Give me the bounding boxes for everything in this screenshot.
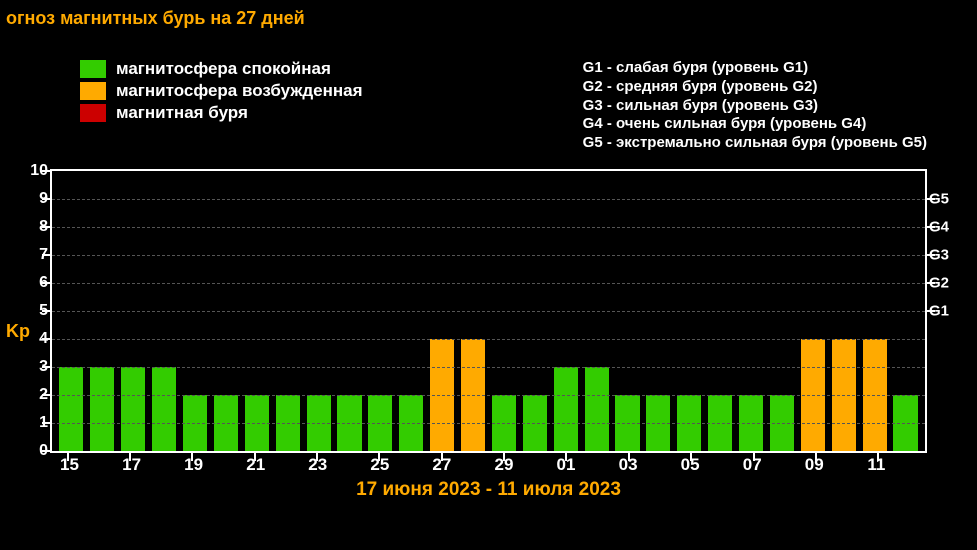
tick-mark bbox=[42, 394, 50, 396]
tick-mark bbox=[441, 453, 443, 461]
x-tick-label bbox=[830, 455, 861, 475]
grid-line bbox=[52, 395, 925, 396]
legend-swatch bbox=[80, 82, 106, 100]
grid-line bbox=[52, 283, 925, 284]
tick-mark bbox=[42, 170, 50, 172]
tick-mark bbox=[42, 366, 50, 368]
storm-level-label: G4 - очень сильная буря (уровень G4) bbox=[583, 115, 927, 134]
tick-mark bbox=[42, 226, 50, 228]
x-tick-label: 21 bbox=[240, 455, 271, 475]
legend-right: G1 - слабая буря (уровень G1)G2 - средня… bbox=[583, 59, 927, 153]
legend-swatch bbox=[80, 104, 106, 122]
storm-level-label: G2 - средняя буря (уровень G2) bbox=[583, 78, 927, 97]
tick-mark bbox=[927, 282, 935, 284]
grid-line bbox=[52, 227, 925, 228]
tick-mark bbox=[378, 453, 380, 461]
legend-item: магнитосфера спокойная bbox=[80, 59, 363, 79]
tick-mark bbox=[690, 453, 692, 461]
plot-area: 012345678910 G1G2G3G4G5 bbox=[50, 169, 927, 453]
x-tick-label bbox=[209, 455, 240, 475]
tick-mark bbox=[927, 198, 935, 200]
tick-mark bbox=[503, 453, 505, 461]
legend-label: магнитосфера спокойная bbox=[116, 59, 331, 79]
bar bbox=[59, 367, 83, 451]
legend-item: магнитная буря bbox=[80, 103, 363, 123]
tick-mark bbox=[42, 422, 50, 424]
grid-line bbox=[52, 255, 925, 256]
x-tick-label bbox=[892, 455, 923, 475]
legend-left: магнитосфера спокойнаямагнитосфера возбу… bbox=[50, 59, 363, 153]
x-tick-label bbox=[768, 455, 799, 475]
tick-mark bbox=[42, 254, 50, 256]
tick-mark bbox=[753, 453, 755, 461]
x-tick-label bbox=[519, 455, 550, 475]
x-tick-label: 17 bbox=[116, 455, 147, 475]
subtitle: 17 июня 2023 - 11 июля 2023 bbox=[50, 479, 927, 501]
tick-mark bbox=[42, 450, 50, 452]
x-tick-label bbox=[644, 455, 675, 475]
bar bbox=[585, 367, 609, 451]
tick-mark bbox=[927, 310, 935, 312]
bar bbox=[90, 367, 114, 451]
bar bbox=[152, 367, 176, 451]
tick-mark bbox=[628, 453, 630, 461]
bar bbox=[554, 367, 578, 451]
tick-mark bbox=[877, 453, 879, 461]
chart: Kp 012345678910 G1G2G3G4G5 1517192123252… bbox=[50, 169, 927, 501]
tick-mark bbox=[565, 453, 567, 461]
tick-mark bbox=[815, 453, 817, 461]
x-tick-label bbox=[333, 455, 364, 475]
legend-label: магнитная буря bbox=[116, 103, 248, 123]
legend-swatch bbox=[80, 60, 106, 78]
legend-label: магнитосфера возбужденная bbox=[116, 81, 363, 101]
storm-level-label: G5 - экстремально сильная буря (уровень … bbox=[583, 134, 927, 153]
grid-line bbox=[52, 311, 925, 312]
tick-mark bbox=[42, 198, 50, 200]
x-tick-label bbox=[85, 455, 116, 475]
grid-line bbox=[52, 339, 925, 340]
page-title: огноз магнитных бурь на 27 дней bbox=[0, 0, 977, 29]
grid-line bbox=[52, 199, 925, 200]
tick-mark bbox=[42, 310, 50, 312]
storm-level-label: G3 - сильная буря (уровень G3) bbox=[583, 97, 927, 116]
bar bbox=[121, 367, 145, 451]
x-tick-label bbox=[395, 455, 426, 475]
storm-level-label: G1 - слабая буря (уровень G1) bbox=[583, 59, 927, 78]
tick-mark bbox=[927, 254, 935, 256]
x-tick-label bbox=[271, 455, 302, 475]
tick-mark bbox=[316, 453, 318, 461]
grid-line bbox=[52, 423, 925, 424]
tick-mark bbox=[191, 453, 193, 461]
legend-item: магнитосфера возбужденная bbox=[80, 81, 363, 101]
tick-mark bbox=[254, 453, 256, 461]
x-tick-label bbox=[457, 455, 488, 475]
grid-line bbox=[52, 367, 925, 368]
x-axis: 1517192123252729010305070911 bbox=[50, 453, 927, 475]
x-tick-label bbox=[706, 455, 737, 475]
x-tick-label bbox=[147, 455, 178, 475]
tick-mark bbox=[42, 338, 50, 340]
x-tick-label bbox=[582, 455, 613, 475]
x-tick-label: 15 bbox=[54, 455, 85, 475]
header-row: магнитосфера спокойнаямагнитосфера возбу… bbox=[0, 29, 977, 163]
tick-mark bbox=[67, 453, 69, 461]
tick-mark bbox=[927, 226, 935, 228]
x-tick-label: 19 bbox=[178, 455, 209, 475]
tick-mark bbox=[129, 453, 131, 461]
tick-mark bbox=[42, 282, 50, 284]
